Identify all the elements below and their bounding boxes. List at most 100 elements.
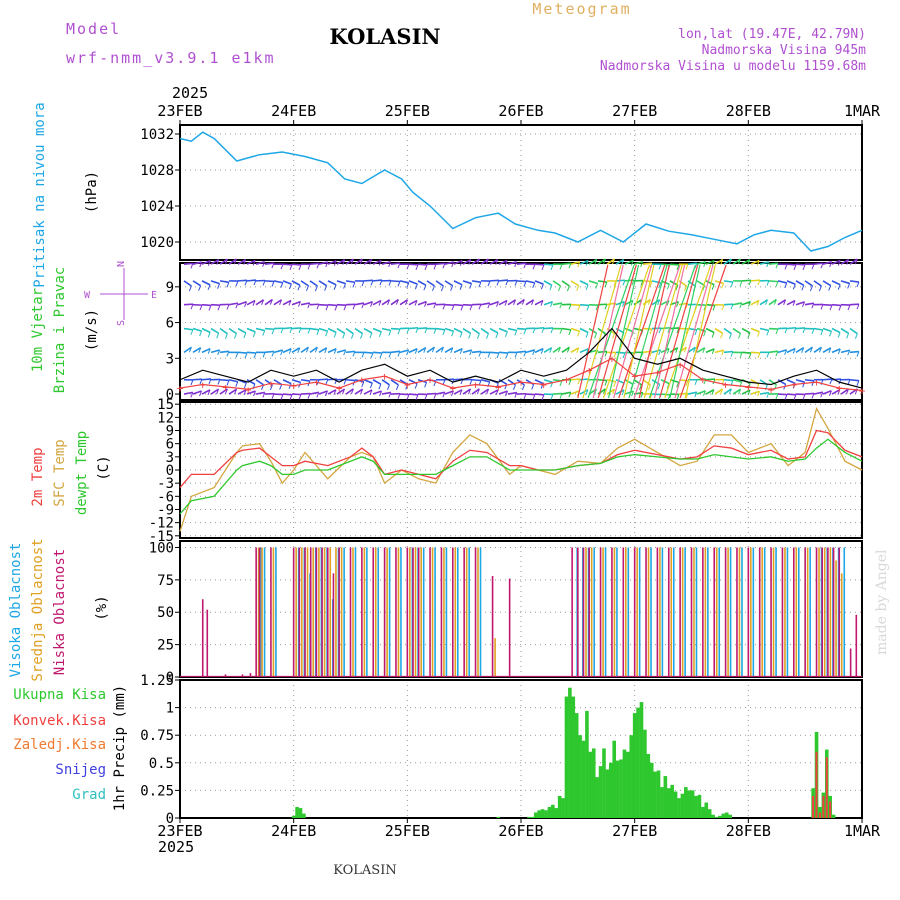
wind-barb [453,327,463,334]
precip-bar [677,798,681,818]
wind-barb-tick [586,305,590,311]
wind-barb-tick [532,264,536,270]
wind-barb [201,378,212,381]
wind-barb [597,350,608,354]
wind-barb [237,301,247,306]
wind-barb-tick [280,328,284,334]
wind-barb [786,347,796,354]
wind-barb [435,327,446,331]
wind-barb [408,393,419,396]
wind-barb-tick [730,351,734,357]
ytick-label: 0.75 [140,728,174,744]
wind-barb-tick [728,388,732,395]
wind-barb-tick [512,384,516,390]
wind-barb-tick [802,301,805,308]
wind-barb-tick [252,300,256,306]
wind-barb [363,351,374,354]
wind-barb [336,327,346,334]
wind-barb-tick [208,378,212,385]
wind-barb-tick [837,260,841,266]
wind-barb [426,302,436,306]
wind-barb-tick [433,393,437,399]
wind-barb-tick [476,333,480,339]
wind-barb-tick [612,389,616,395]
wind-barb-tick [369,332,373,339]
xtick-label-bottom: 28FEB [726,822,771,840]
wind-barb [219,388,228,395]
wind-barb [579,389,589,395]
wind-barb-tick [784,282,788,289]
wind-barb [300,280,309,287]
ytick-label: 12 [157,410,174,426]
wind-barb-tick [199,261,203,268]
precip-bar [721,813,726,818]
wind-barb-tick [414,300,418,306]
wind-barb-tick [460,305,464,311]
wind-barb-tick [468,388,471,395]
wind-barb-tick [314,347,318,353]
wind-barb-tick [577,261,581,268]
xtick-label-top: 28FEB [726,102,771,120]
wind-barb [813,262,824,265]
wind-barb [399,299,408,306]
wind-barb-tick [711,348,715,355]
wind-barb-tick [847,283,851,289]
wind-barb [543,280,553,286]
precip-bar [711,814,715,818]
wind-strong-barb [659,264,699,399]
wind-barb [390,262,401,265]
wind-barb [615,379,625,384]
wind-barb-tick [523,281,527,287]
wind-barb [615,279,626,282]
wind-barb [498,390,508,395]
wind-barb [804,302,815,306]
wind-barb-tick [280,264,284,270]
wind-barb-tick [468,333,472,339]
wind-barb-tick [289,327,293,333]
wind-barb-tick [523,328,527,335]
wind-barb [273,299,282,306]
wind-barb [237,389,247,395]
wind-barb-tick [469,304,473,311]
wind-barb-tick [280,282,284,288]
wind-barb [849,350,860,354]
wind-barb [660,326,671,330]
ytick-label: -15 [149,529,174,545]
wind-barb [282,393,293,396]
wind-barb [768,350,779,354]
wind-barb-tick [802,264,806,271]
watermark: made by Angel [874,549,890,655]
wind-barb-tick [809,285,813,292]
wind-barb-tick [638,384,642,390]
pressure-unit: (hPa) [84,171,100,213]
wind-barb-tick [838,378,842,385]
precip-bar [632,713,637,818]
wind-barb [552,392,563,395]
footer-station: KOLASIN [333,863,396,878]
wind-gust-marker: + [472,379,479,392]
precip-conv-bar [825,757,828,818]
wind-barb-tick [216,259,220,265]
wind-barb-tick [737,258,741,265]
wind-barb [318,280,328,287]
legend-total: Ukupna Kisa [13,687,106,703]
meteogram-title: Meteogram [532,0,631,18]
wind-strong-barb [602,264,650,399]
wind-barb [759,327,769,332]
ytick-label: 6 [166,437,174,453]
wind-barb-tick [207,332,211,338]
wind-barb [363,279,374,282]
wind-barb-tick [423,347,427,353]
wind-barb [822,280,832,287]
wind-barb [525,280,535,284]
wind-barb-tick [649,281,653,287]
wind-barb [741,258,751,265]
wind-barb-tick [694,379,698,385]
wind-barb [642,262,653,265]
wind-barb [264,350,275,354]
wind-barb-tick [188,347,192,353]
wind-barb-tick [711,284,715,290]
precip-bar [547,806,552,818]
wind-barb-tick [415,327,419,333]
